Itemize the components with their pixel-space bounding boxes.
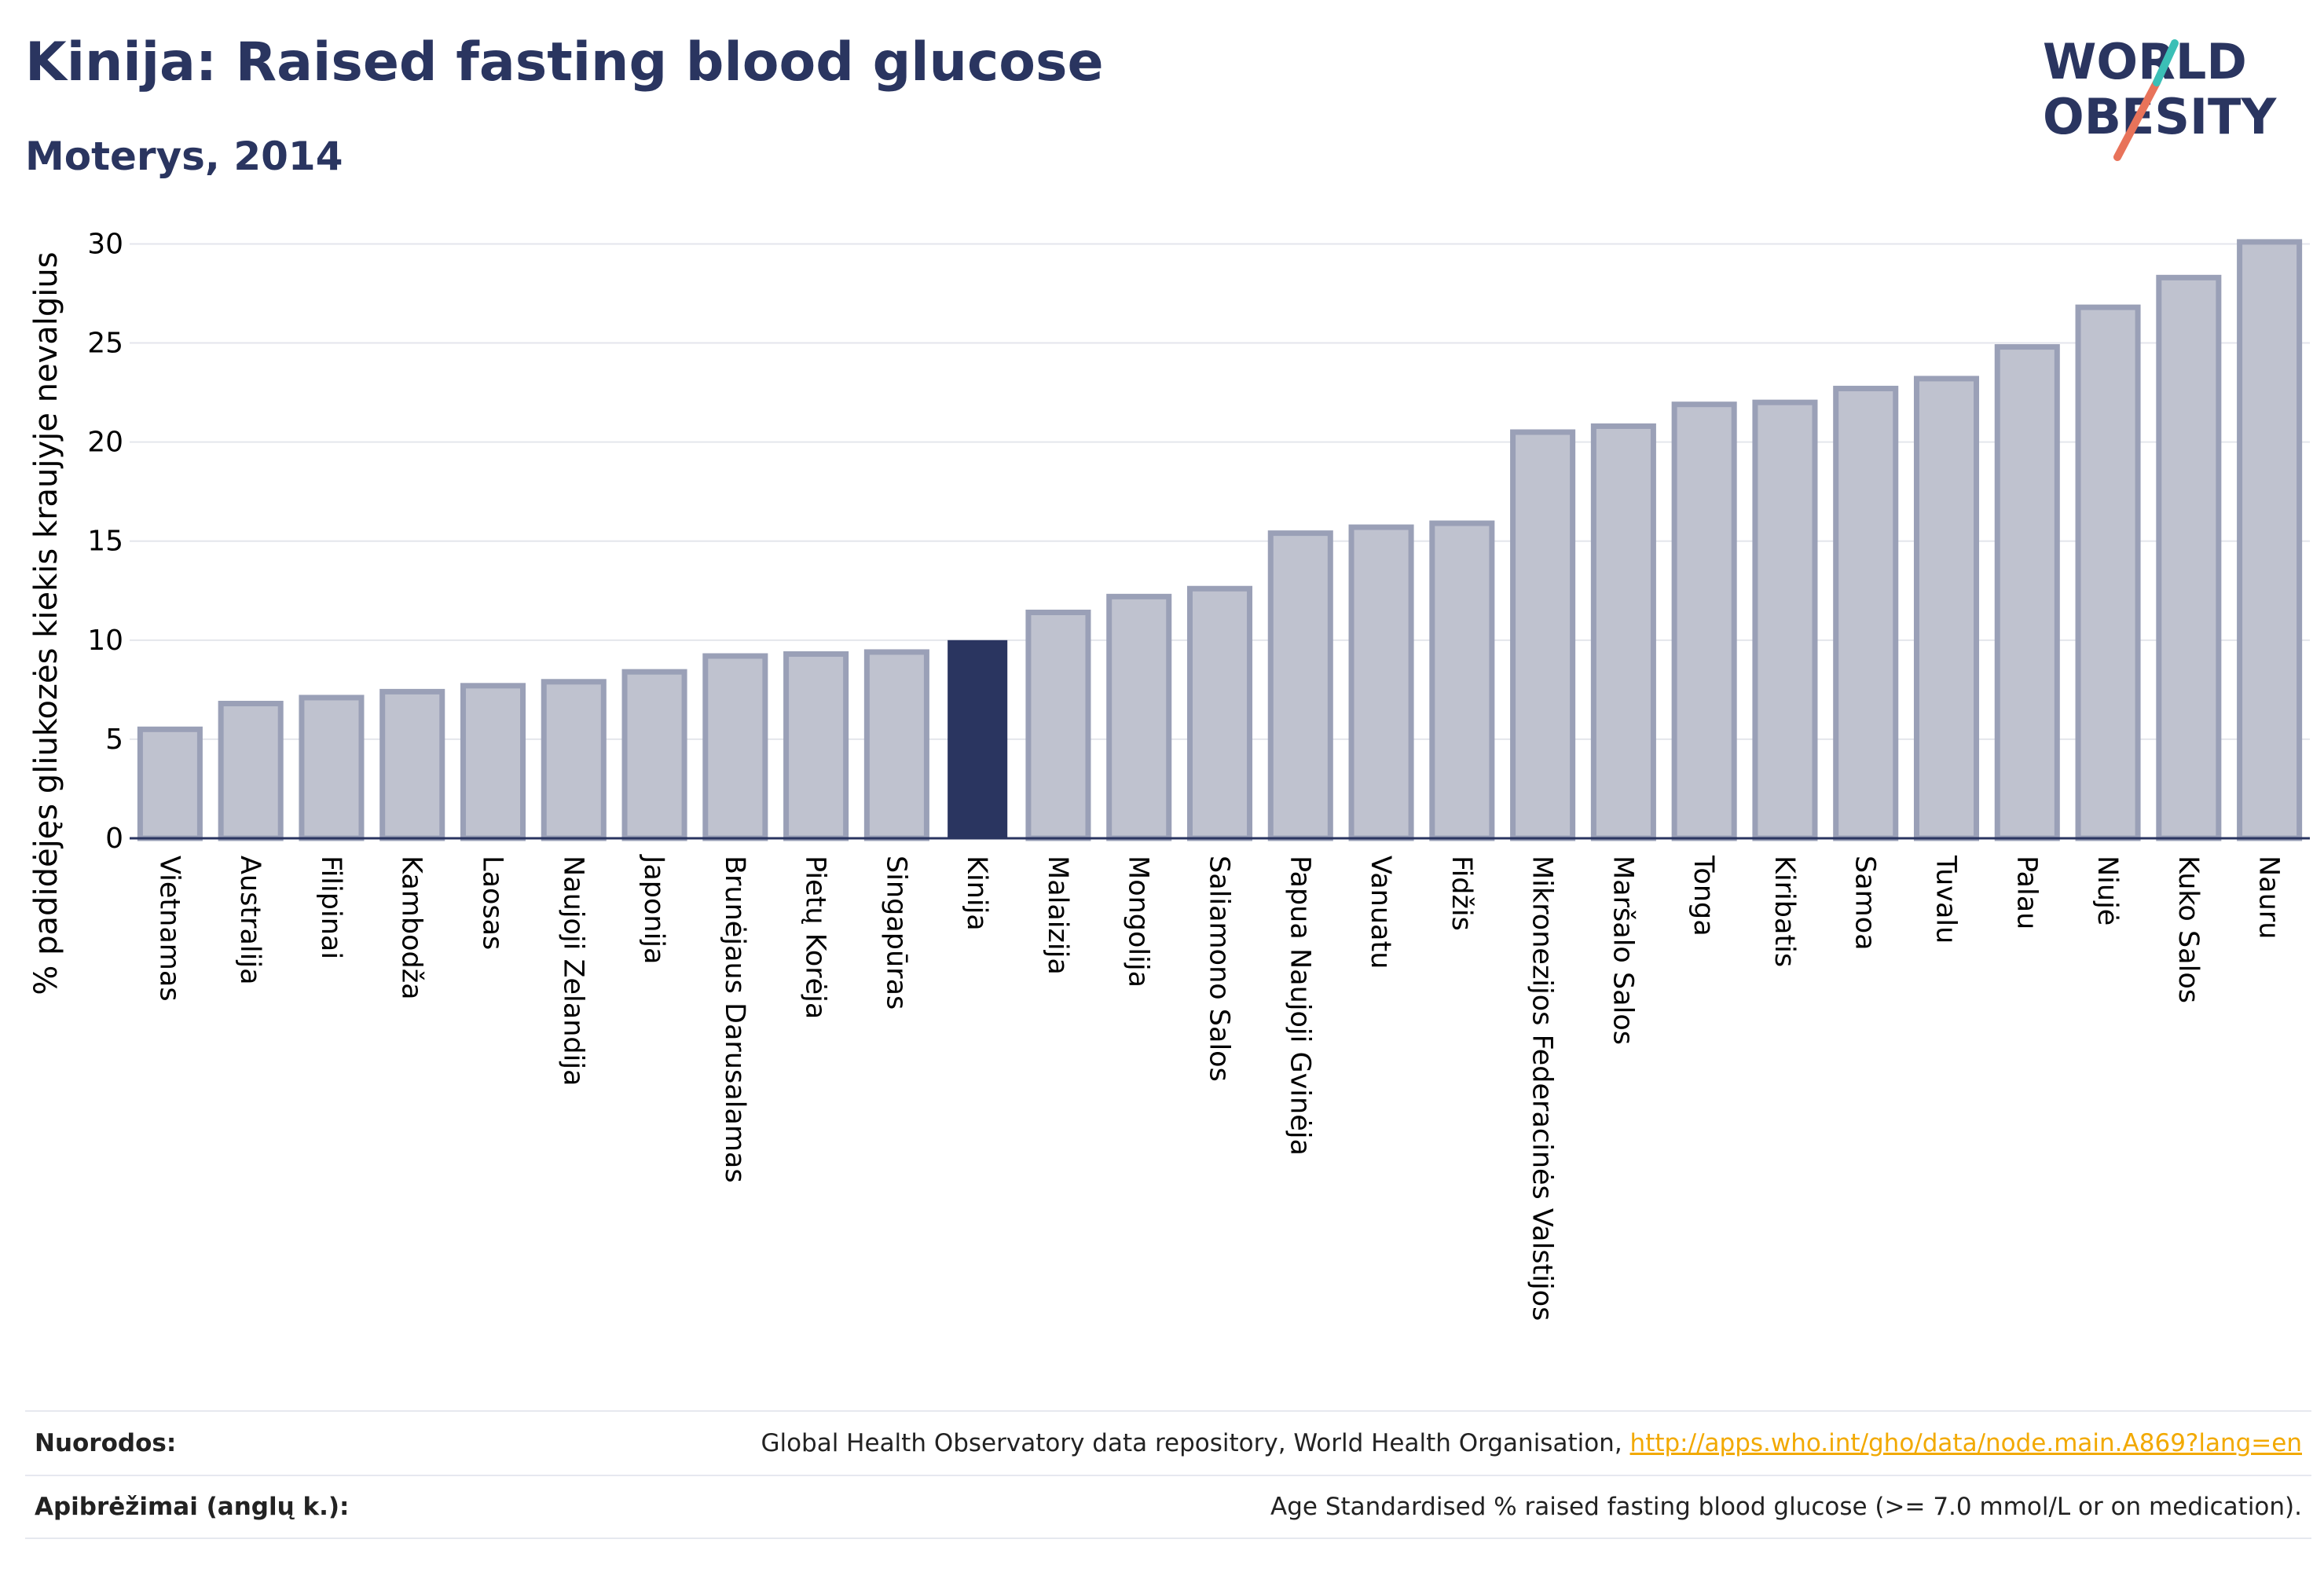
x-tick-label: Niujė [2091,856,2123,925]
x-tick-label: Saliamono Salos [1204,856,1235,1082]
bar-23 [1994,344,2060,841]
bar-2 [299,695,365,841]
logo-line-1: WORLD [2043,33,2247,90]
y-tick-labels: 0 5 10 15 20 25 30 [87,228,123,855]
logo-slash-coral [2113,79,2161,161]
y-tick-label: 10 [87,625,123,657]
logo-slash-teal [2153,39,2179,86]
sources-text: Global Health Observatory data repositor… [761,1429,1630,1457]
x-tick-label: Mongolija [1123,856,1154,988]
bar-20 [1752,399,1818,841]
x-tick-label: Vanuatu [1365,856,1396,969]
x-tick-label: Tonga [1688,855,1719,936]
x-tick-label: Brunėjaus Darusalamas [719,856,750,1183]
x-tick-label: Maršalo Salos [1607,856,1638,1045]
bar-17 [1510,429,1576,841]
definitions-label: Apibrėžimai (anglų k.): [35,1493,350,1521]
x-tick-label: Papua Naujoji Gvinėja [1284,856,1315,1156]
definitions-row: Apibrėžimai (anglų k.): Age Standardised… [25,1475,2311,1539]
sources-label: Nuorodos: [35,1429,177,1457]
bar-24 [2075,304,2141,841]
bar-25 [2156,274,2222,841]
page-subtitle: Moterys, 2014 [25,134,343,179]
y-tick-label: 25 [87,328,123,360]
bar-16 [1429,520,1495,841]
bar-4 [460,683,526,841]
x-tick-label: Singapūras [880,856,911,1010]
bars [137,239,2303,841]
x-tick-label: Nauru [2253,856,2285,939]
y-tick-label: 0 [105,823,123,855]
x-tick-label: Fidžis [1446,856,1477,931]
sources-value: Global Health Observatory data repositor… [761,1429,2302,1457]
x-tick-label: Laosas [477,856,508,950]
x-tick-labels: Vietnamas Australija Filipinai Kambodža Laos… [153,854,2284,1321]
bar-9 [863,649,929,841]
x-tick-label: Australija [234,856,266,985]
y-axis-title: % padidėjęs gliukozės kiekis kraujyje ne… [28,251,64,995]
x-tick-label: Tuvalu [1930,855,1962,944]
bar-6 [621,669,687,841]
bar-26 [2237,239,2303,841]
x-tick-label: Naujoji Zelandija [557,856,588,1087]
bar-19 [1671,401,1737,841]
sources-row: Nuorodos: Global Health Observatory data… [25,1410,2311,1475]
y-tick-label: 30 [87,228,123,260]
sources-link[interactable]: http://apps.who.int/gho/data/node.main.A… [1629,1429,2302,1457]
bar-10 [948,640,1008,838]
logo-line-2: OBESITY [2043,88,2277,145]
x-tick-label: Samoa [1849,856,1881,951]
x-tick-label: Kiribatis [1769,856,1800,967]
page-title: Kinija: Raised fasting blood glucose [25,31,1104,93]
bar-5 [541,679,607,841]
y-tick-label: 15 [87,526,123,558]
world-obesity-logo: WORLD OBESITY [2043,33,2277,161]
x-tick-label: Kambodža [396,856,427,1000]
x-tick-label: Malaizija [1042,856,1073,975]
definitions-text: Age Standardised % raised fasting blood … [1270,1493,2302,1521]
bar-15 [1348,524,1414,841]
bar-11 [1025,610,1091,841]
x-tick-label: Kuko Salos [2172,856,2204,1003]
x-tick-label: Vietnamas [153,856,185,1002]
x-tick-label: Palau [2011,856,2042,929]
x-tick-label: Mikronezijos Federacinės Valstijos [1527,856,1558,1321]
bar-22 [1913,376,1980,841]
bar-1 [218,701,284,841]
bar-21 [1833,386,1899,841]
x-tick-label: Japonija [638,854,669,964]
y-tick-label: 5 [105,724,123,756]
bar-3 [379,688,445,841]
x-tick-label: Kinija [961,856,992,931]
bar-chart: 0 5 10 15 20 25 30 Vietnamas Australija Filipina… [28,228,2310,1321]
x-tick-label: Pietų Korėja [800,856,831,1019]
bar-13 [1186,585,1253,841]
bar-0 [137,726,203,841]
bar-18 [1590,423,1656,841]
bar-14 [1267,530,1333,841]
x-tick-label: Filipinai [315,856,346,959]
bar-12 [1106,593,1172,841]
footer: Nuorodos: Global Health Observatory data… [25,1410,2311,1539]
bar-7 [702,653,768,841]
bar-8 [783,651,849,841]
y-tick-label: 20 [87,427,123,459]
